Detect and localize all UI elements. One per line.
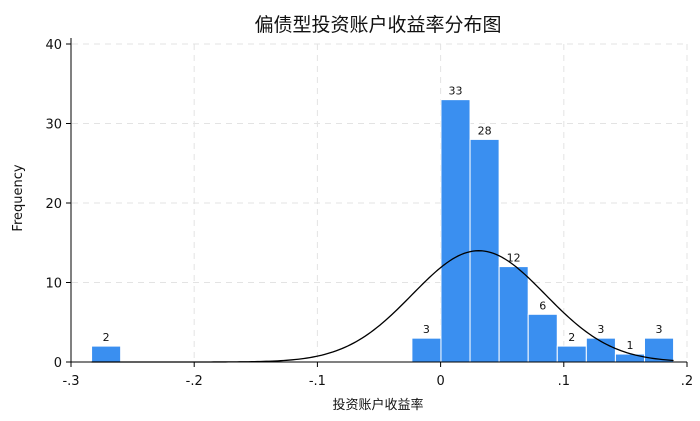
- bar-count-label: 33: [449, 85, 463, 98]
- y-tick-label: 30: [45, 118, 62, 133]
- histogram-bar: [556, 345, 587, 363]
- y-tick-label: 10: [45, 277, 62, 292]
- x-tick-label: -.1: [309, 374, 326, 389]
- histogram-bar: [411, 337, 442, 363]
- histogram-bar: [440, 99, 471, 363]
- bar-count-label: 3: [656, 323, 663, 336]
- bar-count-label: 3: [597, 323, 604, 336]
- histogram-bar: [614, 353, 645, 363]
- histogram-bars: [91, 99, 675, 363]
- histogram-bar: [527, 313, 558, 363]
- y-tick-label: 40: [45, 38, 62, 53]
- axes: 0 10 20 30 40 -.3 -.2 -.1 0 .1 .2: [45, 38, 693, 389]
- x-tick-label: -.3: [62, 374, 79, 389]
- bar-count-label: 12: [507, 252, 521, 265]
- chart-title: 偏债型投资账户收益率分布图: [254, 14, 501, 36]
- bar-count-label: 28: [478, 124, 492, 137]
- x-tick-label: .2: [681, 374, 693, 389]
- y-axis-label: Frequency: [11, 164, 26, 231]
- bar-count-label: 6: [539, 299, 546, 312]
- y-tick-label: 20: [45, 197, 62, 212]
- histogram-bar: [643, 337, 675, 363]
- x-tick-label: .1: [558, 374, 570, 389]
- bar-count-label: 1: [626, 339, 633, 352]
- bar-count-label: 3: [423, 323, 430, 336]
- histogram-bar: [498, 266, 529, 363]
- bar-count-label: 2: [568, 331, 575, 344]
- x-tick-label: 0: [436, 374, 444, 389]
- bar-count-label: 2: [103, 331, 110, 344]
- grid-lines: [70, 43, 688, 361]
- histogram-bar: [91, 345, 122, 363]
- x-axis-label: 投资账户收益率: [332, 397, 423, 413]
- x-tick-label: -.2: [186, 374, 203, 389]
- y-tick-label: 0: [54, 356, 62, 371]
